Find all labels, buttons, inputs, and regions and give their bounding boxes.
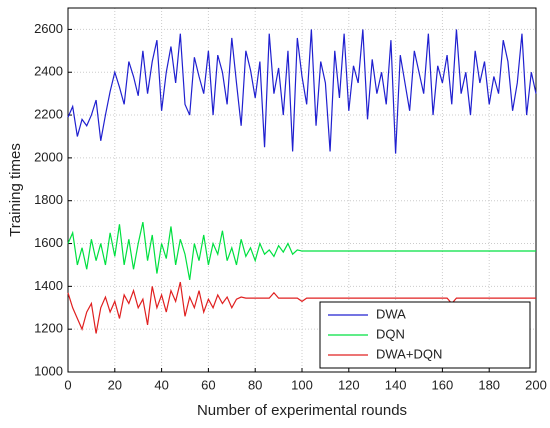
y-tick-label: 2200 <box>34 106 63 121</box>
y-tick-label: 1600 <box>34 235 63 250</box>
x-tick-label: 140 <box>385 377 407 392</box>
x-tick-label: 200 <box>525 377 547 392</box>
y-tick-label: 1400 <box>34 278 63 293</box>
series-line <box>67 221 536 281</box>
y-tick-label: 2000 <box>34 149 63 164</box>
series-line <box>67 281 536 334</box>
x-tick-label: 40 <box>154 377 168 392</box>
x-tick-label: 80 <box>248 377 262 392</box>
x-tick-label: 160 <box>432 377 454 392</box>
series-line <box>67 29 537 154</box>
x-tick-label: 0 <box>64 377 71 392</box>
y-tick-label: 2400 <box>34 64 63 79</box>
y-tick-label: 1200 <box>34 321 63 336</box>
y-tick-label: 1800 <box>34 192 63 207</box>
x-tick-label: 180 <box>478 377 500 392</box>
legend-label: DWA <box>376 306 406 321</box>
legend-label: DQN <box>376 326 405 341</box>
plot-frame <box>67 7 537 373</box>
y-tick-label: 2600 <box>34 21 63 36</box>
legend-label: DWA+DQN <box>376 346 442 361</box>
y-axis-label: Training times <box>7 143 24 237</box>
x-tick-label: 100 <box>291 377 313 392</box>
y-tick-label: 1000 <box>34 363 63 378</box>
x-tick-label: 60 <box>201 377 215 392</box>
x-tick-label: 20 <box>108 377 122 392</box>
x-axis-label: Number of experimental rounds <box>197 402 407 419</box>
x-tick-label: 120 <box>338 377 360 392</box>
